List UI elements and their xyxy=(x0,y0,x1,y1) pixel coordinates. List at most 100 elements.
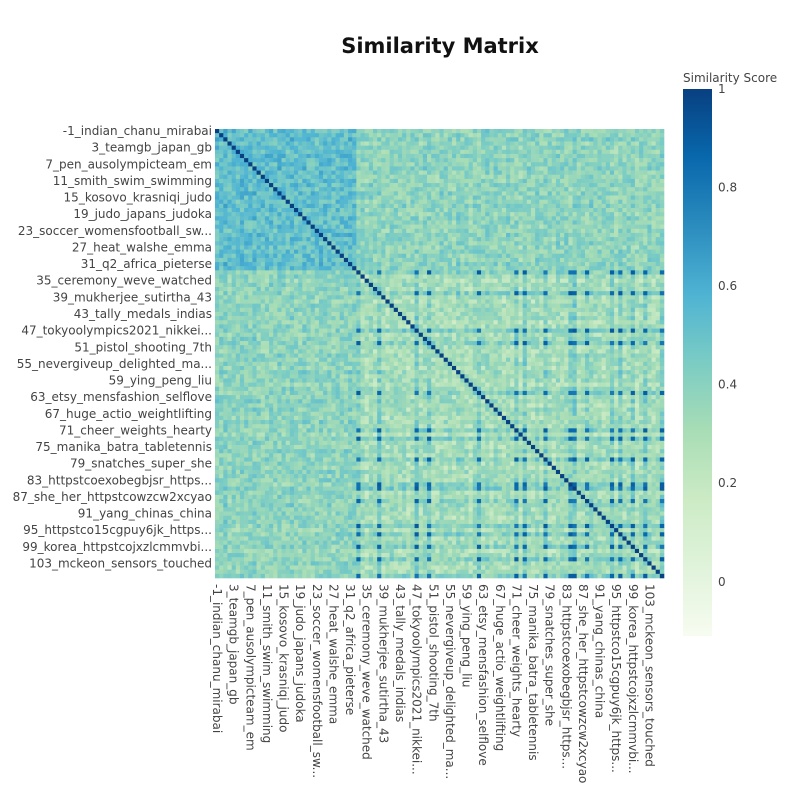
heatmap-cell xyxy=(443,137,449,142)
heatmap-cell xyxy=(651,270,656,275)
heatmap-cell xyxy=(506,191,511,196)
heatmap-cell xyxy=(293,282,299,288)
heatmap-cell xyxy=(634,307,640,313)
heatmap-cell xyxy=(377,129,382,134)
heatmap-cell xyxy=(568,166,573,171)
heatmap-cell xyxy=(435,282,440,288)
heatmap-cell xyxy=(289,286,295,292)
heatmap-cell xyxy=(422,311,428,317)
heatmap-cell xyxy=(547,199,553,205)
heatmap-cell xyxy=(647,129,652,134)
heatmap-cell xyxy=(555,257,561,263)
heatmap-cell xyxy=(289,237,295,242)
heatmap-cell xyxy=(614,224,619,230)
heatmap-cell xyxy=(597,266,602,271)
heatmap-cell xyxy=(539,183,544,188)
heatmap-cell xyxy=(231,149,237,155)
heatmap-cell xyxy=(572,286,577,292)
heatmap-cell xyxy=(339,191,345,196)
heatmap-cell xyxy=(281,178,286,184)
heatmap-cell xyxy=(318,207,324,213)
heatmap-cell xyxy=(647,207,652,213)
heatmap-cell xyxy=(339,224,345,230)
heatmap-cell xyxy=(343,158,349,163)
heatmap-cell xyxy=(555,270,561,275)
heatmap-cell xyxy=(605,266,611,271)
heatmap-cell xyxy=(580,133,586,138)
heatmap-cell xyxy=(289,291,295,296)
heatmap-cell xyxy=(630,191,636,196)
heatmap-cell xyxy=(626,203,632,209)
heatmap-cell xyxy=(248,262,253,267)
heatmap-cell xyxy=(543,141,548,146)
heatmap-cell xyxy=(643,257,648,263)
heatmap-cell xyxy=(451,245,457,250)
heatmap-cell xyxy=(651,129,656,134)
heatmap-cell xyxy=(476,166,482,171)
heatmap-cell xyxy=(431,253,436,259)
heatmap-cell xyxy=(501,237,507,242)
heatmap-cell xyxy=(630,224,636,230)
heatmap-cell xyxy=(281,241,286,246)
heatmap-cell xyxy=(634,237,640,242)
heatmap-cell xyxy=(360,266,365,271)
heatmap-cell xyxy=(510,274,515,279)
heatmap-cell xyxy=(551,170,557,176)
heatmap-cell xyxy=(306,187,311,192)
heatmap-cell xyxy=(647,237,652,242)
heatmap-cell xyxy=(460,249,465,255)
heatmap-cell xyxy=(306,133,311,138)
heatmap-cell xyxy=(389,153,395,159)
heatmap-cell xyxy=(526,307,532,313)
heatmap-cell xyxy=(227,141,232,146)
heatmap-cell xyxy=(597,295,602,300)
heatmap-cell xyxy=(368,141,374,146)
heatmap-cell xyxy=(510,178,515,184)
heatmap-cell xyxy=(568,266,573,271)
heatmap-cell xyxy=(244,158,249,163)
heatmap-cell xyxy=(381,170,386,176)
heatmap-cell xyxy=(435,187,440,192)
heatmap-cell xyxy=(464,316,469,321)
heatmap-cell xyxy=(314,137,320,142)
heatmap-cell xyxy=(476,224,482,230)
heatmap-cell xyxy=(547,228,553,234)
heatmap-cell xyxy=(472,307,478,313)
heatmap-cell xyxy=(377,137,382,142)
heatmap-cell xyxy=(597,286,602,292)
heatmap-cell xyxy=(647,232,652,238)
heatmap-cell xyxy=(630,257,636,263)
heatmap-cell xyxy=(393,307,399,313)
heatmap-cell xyxy=(643,278,648,284)
heatmap-cell xyxy=(518,241,523,246)
heatmap-cell xyxy=(435,199,440,205)
heatmap-cell xyxy=(427,162,432,167)
heatmap-cell xyxy=(659,207,665,213)
heatmap-cell xyxy=(506,216,511,221)
heatmap-cell xyxy=(568,149,573,155)
heatmap-cell xyxy=(431,224,436,230)
heatmap-cell xyxy=(489,257,494,263)
heatmap-cell xyxy=(377,170,382,176)
heatmap-cell xyxy=(639,307,644,313)
heatmap-cell xyxy=(560,291,565,296)
heatmap-cell xyxy=(248,203,253,209)
heatmap-cell xyxy=(618,199,623,205)
heatmap-cell xyxy=(264,195,270,200)
heatmap-cell xyxy=(364,291,370,296)
heatmap-cell xyxy=(451,224,457,230)
heatmap-cell xyxy=(481,224,486,230)
heatmap-cell xyxy=(551,278,557,284)
heatmap-cell xyxy=(609,274,615,279)
heatmap-cell xyxy=(647,253,652,259)
heatmap-cell xyxy=(414,174,420,180)
heatmap-cell xyxy=(248,187,253,192)
heatmap-cell xyxy=(506,224,511,230)
heatmap-cell xyxy=(601,166,607,171)
heatmap-cell xyxy=(580,299,586,304)
heatmap-cell xyxy=(560,199,565,205)
heatmap-cell xyxy=(647,274,652,279)
heatmap-cell xyxy=(605,207,611,213)
heatmap-cell xyxy=(252,141,257,146)
heatmap-cell xyxy=(514,137,519,142)
